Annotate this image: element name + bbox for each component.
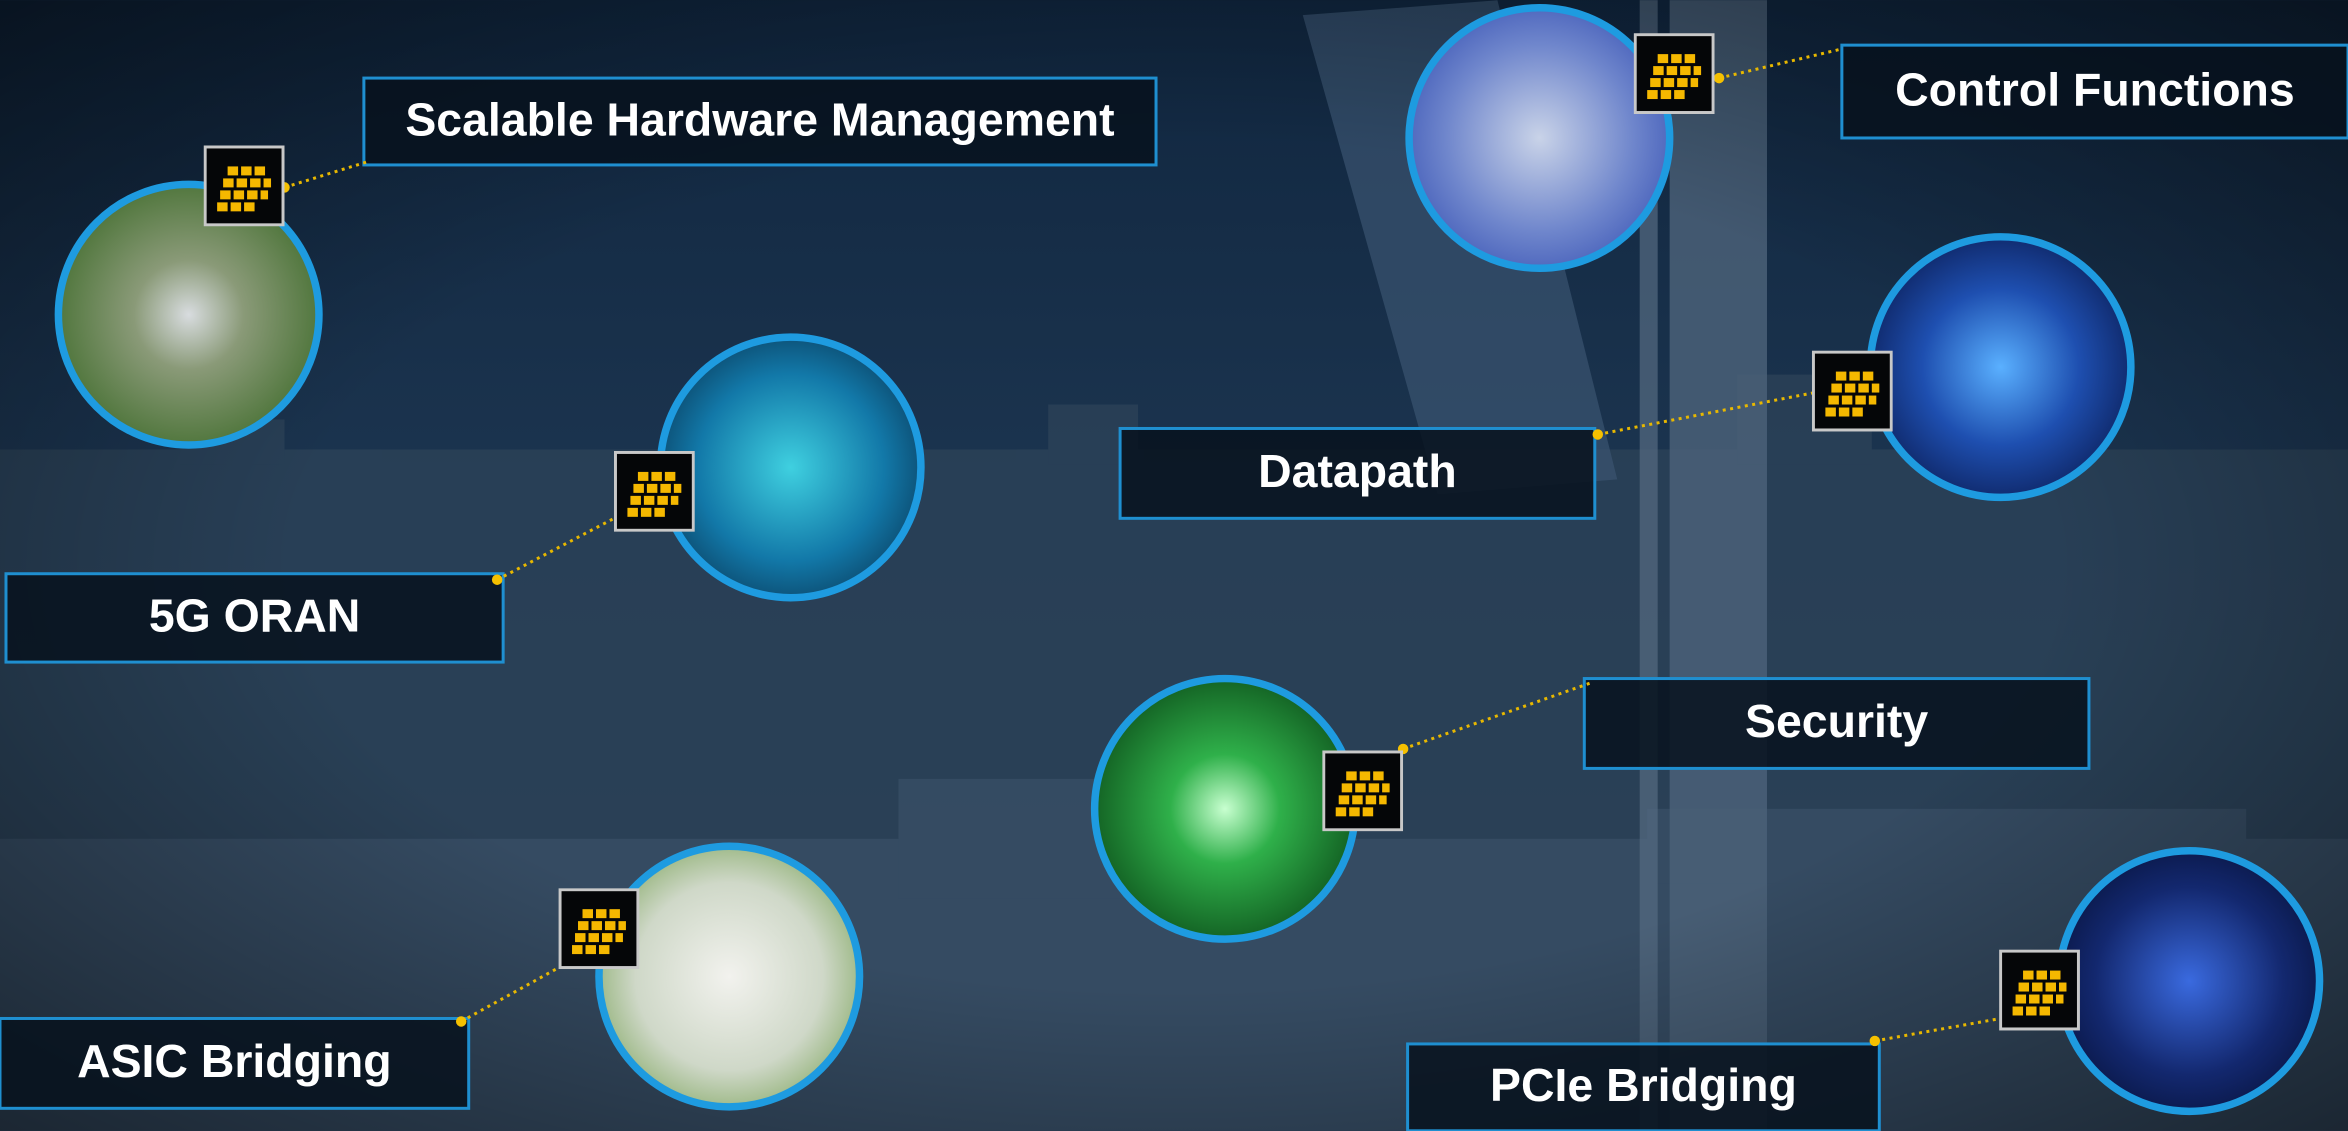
chip-icon [1813, 352, 1891, 430]
connector-dot [1593, 429, 1603, 439]
chip-icon [2001, 951, 2079, 1029]
callout-label: Datapath [1258, 445, 1457, 497]
photo-circle [599, 846, 860, 1107]
photo-circle [660, 337, 921, 598]
photo-circle [1409, 8, 1670, 269]
callout-label: Security [1745, 695, 1928, 747]
chip-icon [1635, 35, 1713, 113]
callout-label: ASIC Bridging [77, 1035, 392, 1087]
photo-circle [2059, 851, 2320, 1112]
connector-dot [456, 1016, 466, 1026]
connector-dot [1714, 73, 1724, 83]
connector-dot [1870, 1036, 1880, 1046]
vignette [0, 0, 2348, 1131]
callout-label: PCIe Bridging [1490, 1059, 1797, 1111]
chip-icon [1324, 752, 1402, 830]
callout-label: Scalable Hardware Management [405, 93, 1114, 145]
chip-icon [615, 452, 693, 530]
callout-label: 5G ORAN [149, 590, 360, 642]
scene: Scalable Hardware Management 5G ORAN ASIC … [0, 0, 2348, 1131]
photo-circle [1870, 237, 2131, 498]
photo-circle [1095, 679, 1356, 940]
chip-icon [560, 890, 638, 968]
callout-label: Control Functions [1895, 63, 2295, 115]
chip-icon [205, 147, 283, 225]
connector-dot [492, 574, 502, 584]
